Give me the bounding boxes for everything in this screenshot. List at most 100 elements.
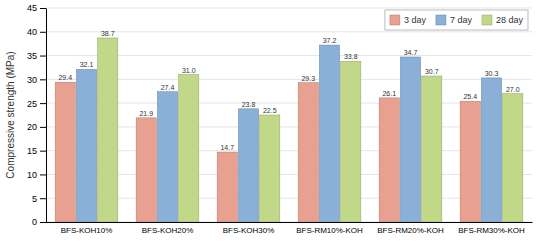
legend-label: 7 day: [450, 15, 473, 25]
legend: 3 day 7 day 28 day: [385, 10, 528, 30]
y-tick-mark: [40, 32, 46, 33]
data-label: 38.7: [101, 30, 115, 37]
bar: [503, 94, 523, 222]
y-tick-mark: [40, 198, 46, 199]
y-tick-label: 20: [27, 122, 37, 132]
bar: [179, 75, 199, 222]
x-tick-label: BFS-KOH10%: [61, 226, 113, 235]
y-tick-mark: [40, 127, 46, 128]
y-tick: 15: [27, 146, 46, 156]
y-tick: 10: [27, 170, 46, 180]
data-label: 30.7: [425, 68, 439, 75]
data-label: 29.3: [301, 75, 315, 82]
grid-line: [46, 198, 532, 199]
y-tick: 45: [27, 3, 46, 13]
data-label: 14.7: [220, 144, 234, 151]
y-tick-label: 0: [32, 217, 37, 227]
bar: [460, 101, 480, 222]
y-tick-label: 45: [27, 3, 37, 13]
data-label: 34.7: [404, 49, 418, 56]
data-label: 31.0: [182, 67, 196, 74]
data-label: 33.8: [344, 53, 358, 60]
bar: [481, 78, 501, 222]
plot: 29.421.914.729.326.125.432.127.423.837.2…: [27, 3, 533, 234]
bar: [260, 115, 280, 222]
bars: [55, 38, 523, 222]
grid-line: [46, 174, 532, 175]
y-tick: 25: [27, 98, 46, 108]
bar: [422, 76, 442, 222]
y-tick-label: 15: [27, 146, 37, 156]
bar: [136, 118, 156, 222]
y-tick-mark: [40, 56, 46, 57]
y-tick: 0: [32, 217, 46, 227]
x-tick-label: BFS-RM20%-KOH: [377, 226, 444, 235]
legend-label: 3 day: [404, 15, 427, 25]
data-label: 27.0: [506, 86, 520, 93]
data-label: 30.3: [485, 70, 499, 77]
bar: [319, 45, 339, 222]
x-axis-line: [47, 222, 533, 223]
chart: 29.421.914.729.326.125.432.127.423.837.2…: [0, 0, 540, 244]
grid-line: [46, 79, 532, 80]
data-label: 23.8: [242, 101, 256, 108]
y-tick-mark: [40, 174, 46, 175]
x-tick-label: BFS-RM10%-KOH: [296, 226, 363, 235]
bar: [298, 83, 318, 222]
x-tick-label: BFS-KOH20%: [142, 226, 194, 235]
bar: [400, 57, 420, 222]
legend-swatch: [482, 15, 492, 25]
data-label: 27.4: [161, 84, 175, 91]
grid-line: [46, 8, 532, 9]
x-axis: BFS-KOH10% BFS-KOH20% BFS-KOH30% BFS-RM10%-…: [47, 223, 533, 235]
grid-line: [46, 103, 532, 104]
grid-line: [46, 150, 532, 151]
bar: [341, 61, 361, 222]
grid: [46, 8, 532, 222]
data-label: 25.4: [463, 93, 477, 100]
y-tick-label: 35: [27, 51, 37, 61]
y-axis-title: Compressive strength (MPa): [5, 51, 16, 178]
data-label: 21.9: [139, 110, 153, 117]
y-tick: 20: [27, 122, 46, 132]
y-tick-mark: [40, 151, 46, 152]
legend-swatch: [390, 15, 400, 25]
bar: [55, 82, 75, 222]
y-tick: 40: [27, 27, 46, 37]
y-tick-mark: [40, 222, 46, 223]
bar-series: [76, 45, 501, 222]
bar: [76, 69, 96, 222]
grid-line: [46, 126, 532, 127]
x-tick: BFS-RM20%-KOH: [377, 226, 444, 235]
grid-line: [46, 55, 532, 56]
x-tick: BFS-KOH10%: [61, 226, 113, 235]
y-axis-line: [46, 9, 47, 223]
y-tick-mark: [40, 103, 46, 104]
y-tick-label: 25: [27, 98, 37, 108]
x-tick-label: BFS-KOH30%: [223, 226, 275, 235]
x-tick: BFS-RM10%-KOH: [296, 226, 363, 235]
bar: [98, 38, 118, 222]
y-tick-label: 5: [32, 194, 37, 204]
legend-label: 28 day: [496, 15, 524, 25]
y-tick-label: 30: [27, 75, 37, 85]
bar: [379, 98, 399, 222]
bar-series: [98, 38, 523, 222]
y-tick: 35: [27, 51, 46, 61]
data-label: 37.2: [323, 37, 337, 44]
y-tick-mark: [40, 8, 46, 9]
bar: [157, 92, 177, 222]
legend-swatch: [436, 15, 446, 25]
x-tick-label: BFS-RM30%-KOH: [458, 226, 525, 235]
grid-line: [46, 222, 532, 223]
y-tick: 5: [32, 194, 46, 204]
grid-line: [46, 31, 532, 32]
data-label: 26.1: [382, 90, 396, 97]
y-tick-label: 40: [27, 27, 37, 37]
y-axis: 0 5 10 15 20 25 30 35 40 45: [27, 3, 47, 227]
x-tick: BFS-KOH20%: [142, 226, 194, 235]
y-tick-label: 10: [27, 170, 37, 180]
x-tick: BFS-KOH30%: [223, 226, 275, 235]
legend-frame: [385, 10, 528, 30]
bar: [217, 152, 237, 222]
